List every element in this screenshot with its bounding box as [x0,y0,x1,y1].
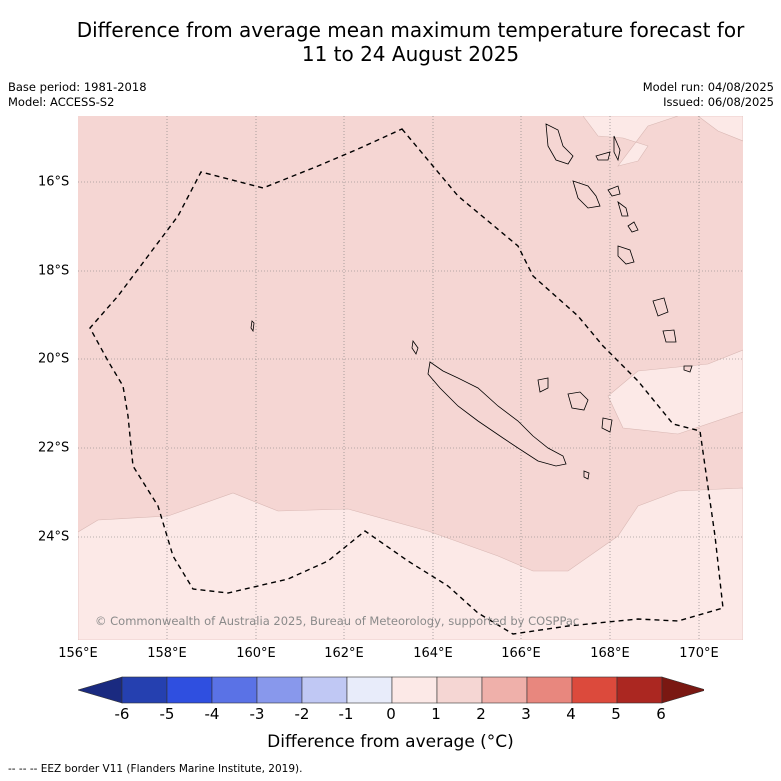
anomaly-region-0-1-east [607,349,743,435]
colorbar-cell [346,676,393,704]
colorbar-tick: -1 [338,705,354,723]
lon-label-162: 162°E [324,646,364,661]
colorbar-tick: 3 [521,705,531,723]
colorbar-cell [391,676,438,704]
colorbar-tick: -3 [249,705,265,723]
colorbar-cell [121,676,168,704]
colorbar-tick: -2 [294,705,310,723]
colorbar-tick: -4 [204,705,220,723]
title-line-2: 11 to 24 August 2025 [301,42,520,66]
colorbar-tick: 5 [611,705,621,723]
colorbar-cell [78,676,123,704]
colorbar-cell [211,676,258,704]
lon-label-166: 166°E [501,646,541,661]
small-islands [250,123,693,480]
colorbar-cell [481,676,528,704]
lat-label-16s: 16°S [38,174,70,190]
lon-label-158: 158°E [147,646,187,661]
colorbar-title: Difference from average (°C) [267,732,514,752]
colorbar-cell [436,676,483,704]
issued-date: Issued: 06/08/2025 [663,95,774,109]
eez-footnote: -- -- -- EEZ border V11 (Flanders Marine… [8,763,303,775]
lat-label-22s: 22°S [38,440,70,456]
model-name: Model: ACCESS-S2 [8,95,115,109]
model-run: Model run: 04/08/2025 [642,80,774,94]
map-area: © Commonwealth of Australia 2025, Bureau… [78,116,743,640]
lon-label-164: 164°E [413,646,453,661]
new-caledonia-island [427,361,567,467]
lat-label-18s: 18°S [38,263,70,279]
colorbar-tick: 1 [431,705,441,723]
anomaly-region-0-1-south [78,487,743,640]
title-line-1: Difference from average mean maximum tem… [76,18,745,42]
eez-border [89,128,724,635]
lon-label-160: 160°E [236,646,276,661]
forecast-map [78,116,743,640]
lon-label-168: 168°E [590,646,630,661]
colorbar-cell [526,676,573,704]
map-title: Difference from average mean maximum tem… [0,18,781,66]
colorbar-cell [571,676,618,704]
colorbar-cell [301,676,348,704]
colorbar [78,676,704,704]
colorbar-tick: 6 [656,705,666,723]
colorbar-cell [616,676,663,704]
lat-label-24s: 24°S [38,529,70,545]
colorbar-tick: 4 [566,705,576,723]
colorbar-tick: -6 [114,705,130,723]
colorbar-tick: 0 [386,705,396,723]
colorbar-cell [166,676,213,704]
meta-left: Base period: 1981-2018 Model: ACCESS-S2 [8,80,147,110]
anomaly-region-0-1-northeast [582,116,743,167]
meta-right: Model run: 04/08/2025 Issued: 06/08/2025 [643,80,774,110]
lat-label-20s: 20°S [38,351,70,367]
colorbar-tick: 2 [476,705,486,723]
base-period: Base period: 1981-2018 [8,80,147,94]
copyright-notice: © Commonwealth of Australia 2025, Bureau… [95,614,580,628]
colorbar-cell [661,676,704,704]
colorbar-tick: -5 [159,705,175,723]
colorbar-cell [256,676,303,704]
lon-label-170: 170°E [679,646,719,661]
lon-label-156: 156°E [58,646,98,661]
